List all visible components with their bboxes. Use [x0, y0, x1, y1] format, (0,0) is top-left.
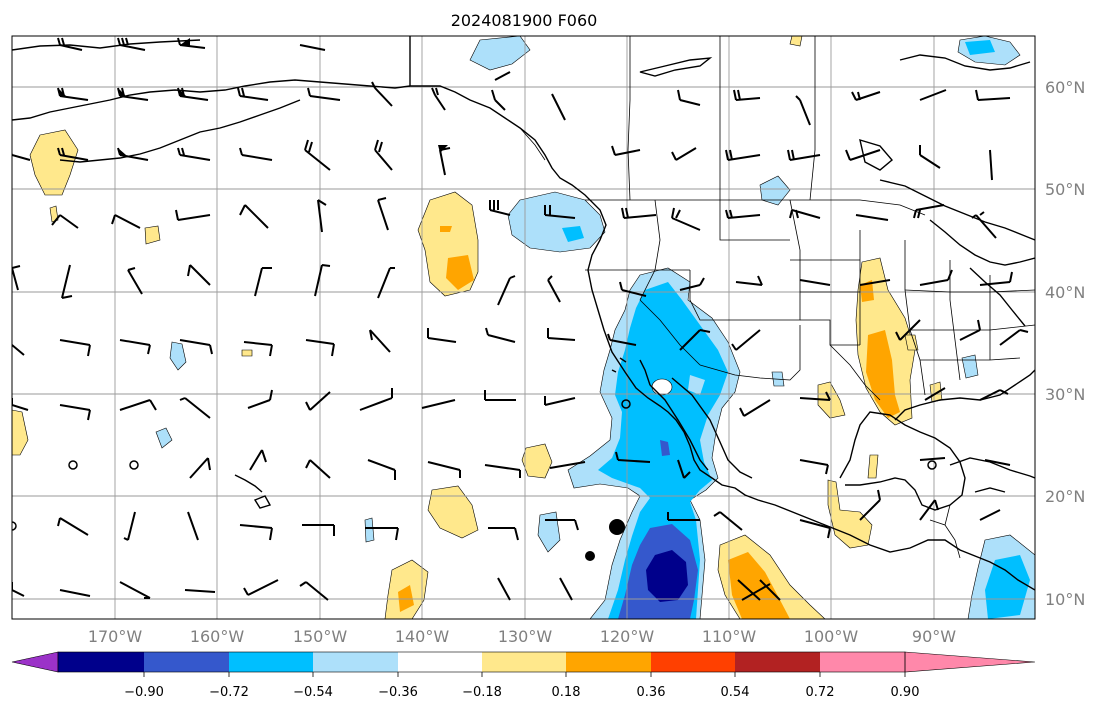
- colorbar-bin: [820, 652, 905, 672]
- colorbar-label: 0.18: [552, 685, 581, 700]
- pos-small-5: [867, 454, 879, 479]
- colorbar-bin: [313, 652, 398, 672]
- pos-region-bering: [29, 129, 79, 196]
- map-area: [12, 36, 1035, 619]
- lat-label-20: 20°N: [1045, 487, 1085, 506]
- neg-region-hudson-core: [965, 40, 995, 55]
- colorbar-extend-low: [11, 651, 59, 673]
- neg-small-3: [537, 511, 561, 553]
- map-frame: [11, 35, 1036, 620]
- pos-region-gulf: [817, 381, 846, 419]
- lon-label-110: 110°W: [702, 627, 757, 646]
- longitude-labels: 170°W 160°W 150°W 140°W 130°W 120°W 110°…: [88, 627, 956, 646]
- lon-label-160: 160°W: [190, 627, 245, 646]
- colorbar-label: −0.90: [124, 685, 164, 700]
- colorbar-bin: [482, 652, 566, 672]
- contour-fills: [12, 36, 1035, 619]
- lat-label-30: 30°N: [1045, 385, 1085, 404]
- coastlines: [12, 36, 1035, 591]
- colorbar: −0.90 −0.72 −0.54 −0.36 −0.18 0.18 0.36 …: [11, 651, 1036, 700]
- neg-small-2: [155, 427, 173, 449]
- colorbar-bin: [58, 652, 144, 672]
- colorbar-label: −0.72: [209, 685, 249, 700]
- pos-small-1: [144, 225, 161, 245]
- pos-small-6: [789, 36, 803, 47]
- pos-region-mexico-core: [728, 552, 790, 619]
- wind-barbs: [12, 37, 1029, 601]
- pos-small-2: [49, 205, 59, 223]
- colorbar-label: 0.72: [806, 685, 835, 700]
- white-hole-2: [688, 375, 705, 395]
- pos-region-baja-west: [521, 443, 553, 479]
- lat-label-10: 10°N: [1045, 590, 1085, 609]
- neg-region-bc-core: [562, 226, 584, 242]
- pos-region-south-pacific-core: [398, 585, 414, 612]
- calm-markers: [12, 399, 937, 561]
- neg-small-1: [169, 341, 187, 371]
- lon-label-100: 100°W: [804, 627, 859, 646]
- neg-region-canada: [759, 175, 791, 206]
- white-hole: [651, 378, 673, 396]
- colorbar-label: −0.18: [462, 685, 502, 700]
- latitude-labels: 60°N 50°N 40°N 30°N 20°N 10°N: [1045, 78, 1085, 609]
- lat-label-60: 60°N: [1045, 78, 1085, 97]
- political-borders: [409, 36, 1035, 559]
- neg-small-5: [961, 354, 979, 379]
- pos-region-plains-top: [860, 280, 874, 302]
- colorbar-ticks: [143, 672, 906, 677]
- pos-small-3: [241, 349, 253, 357]
- lon-label-150: 150°W: [293, 627, 348, 646]
- colorbar-bin: [229, 652, 313, 672]
- pos-region-ne-pacific-dot: [440, 226, 452, 232]
- colorbar-label: 0.54: [721, 685, 750, 700]
- neg-region-alaska: [469, 36, 531, 71]
- lon-label-90: 90°W: [912, 627, 956, 646]
- colorbar-label: 0.90: [891, 685, 920, 700]
- colorbar-extend-high: [904, 651, 1036, 673]
- colorbar-label: −0.36: [378, 685, 418, 700]
- pos-region-west-edge: [12, 409, 29, 456]
- barb-flags: [58, 38, 448, 155]
- lon-label-170: 170°W: [88, 627, 143, 646]
- colorbar-label: −0.54: [293, 685, 333, 700]
- colorbar-bin: [144, 652, 229, 672]
- pos-region-ne-pacific-core: [446, 255, 474, 290]
- lon-label-140: 140°W: [395, 627, 450, 646]
- lon-label-130: 130°W: [498, 627, 553, 646]
- colorbar-bin: [651, 652, 735, 672]
- graticule: [12, 36, 1035, 619]
- map-title: 2024081900 F060: [451, 11, 598, 30]
- pos-region-plains-core: [866, 330, 900, 418]
- lat-label-50: 50°N: [1045, 180, 1085, 199]
- colorbar-bin: [398, 652, 482, 672]
- colorbar-bin: [735, 652, 820, 672]
- neg-region-core: [646, 550, 688, 602]
- lat-label-40: 40°N: [1045, 283, 1085, 302]
- neg-region-central-am-core: [985, 555, 1030, 619]
- colorbar-label: 0.36: [637, 685, 666, 700]
- neg-small-4: [364, 517, 375, 543]
- pos-region-mid-pacific: [427, 485, 479, 539]
- neg-region-small: [660, 440, 670, 456]
- colorbar-bin: [566, 652, 651, 672]
- lon-label-120: 120°W: [600, 627, 655, 646]
